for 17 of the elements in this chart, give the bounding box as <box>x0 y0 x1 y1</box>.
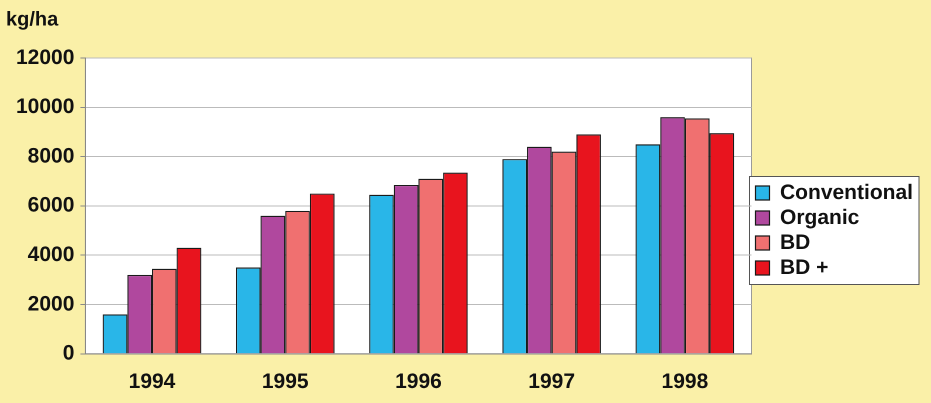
y-tick-label: 6000 <box>28 194 74 217</box>
legend-label: BD <box>780 230 810 254</box>
x-tick-label: 1997 <box>528 370 576 394</box>
y-tick-label: 0 <box>62 342 74 365</box>
y-tick-label: 10000 <box>16 95 74 118</box>
x-tick-label: 1996 <box>395 370 442 394</box>
legend-label: Organic <box>780 206 860 229</box>
legend-label: Conventional <box>780 180 914 204</box>
y-tick-label: 2000 <box>28 292 74 316</box>
y-tick-label: 4000 <box>28 242 74 266</box>
x-tick-label: 1995 <box>262 370 309 394</box>
y-axis-title: kg/ha <box>6 8 60 31</box>
x-tick-label: 1998 <box>662 370 709 394</box>
x-tick-label: 1994 <box>128 370 176 394</box>
legend-label: BD + <box>780 256 828 279</box>
y-tick-label: 8000 <box>28 144 74 168</box>
y-tick-label: 12000 <box>16 46 74 69</box>
